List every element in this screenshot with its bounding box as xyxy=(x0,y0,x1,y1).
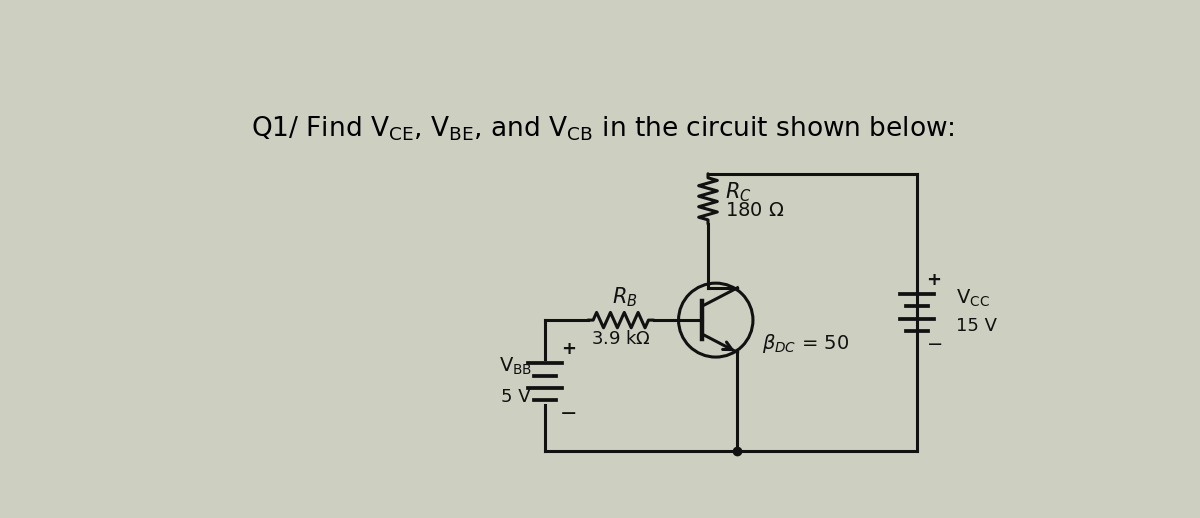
Text: 3.9 k$\Omega$: 3.9 k$\Omega$ xyxy=(590,330,650,349)
Text: 5 V: 5 V xyxy=(500,388,530,406)
Text: −: − xyxy=(559,404,577,424)
Text: Q1/ Find V$_{\mathrm{CE}}$, V$_{\mathrm{BE}}$, and V$_{\mathrm{CB}}$ in the circ: Q1/ Find V$_{\mathrm{CE}}$, V$_{\mathrm{… xyxy=(251,114,955,143)
Text: +: + xyxy=(926,271,942,289)
Text: R$_B$: R$_B$ xyxy=(612,285,637,309)
Text: −: − xyxy=(926,335,943,354)
Text: V$_{\mathrm{BB}}$: V$_{\mathrm{BB}}$ xyxy=(499,356,533,377)
Text: 15 V: 15 V xyxy=(956,317,997,335)
Text: V$_{\mathrm{CC}}$: V$_{\mathrm{CC}}$ xyxy=(956,288,990,309)
Text: +: + xyxy=(562,340,576,358)
Text: 180 $\Omega$: 180 $\Omega$ xyxy=(725,201,785,220)
Text: R$_C$: R$_C$ xyxy=(725,181,752,205)
Text: $\beta_{DC}$ = 50: $\beta_{DC}$ = 50 xyxy=(762,332,850,355)
